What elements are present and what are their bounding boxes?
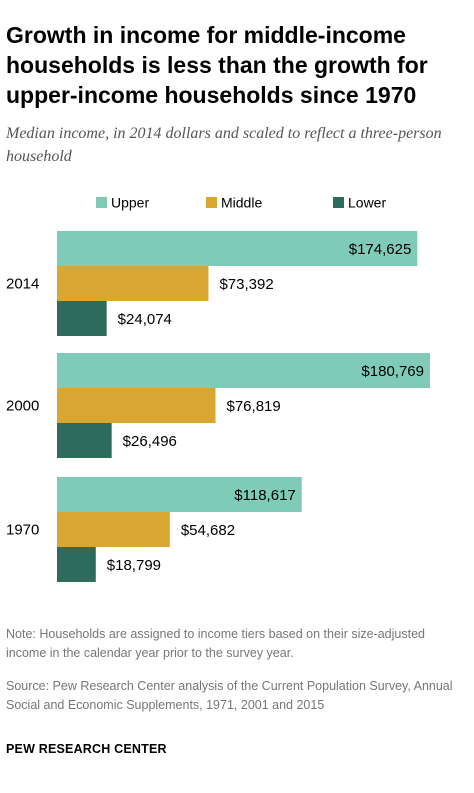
category-label-2000: 2000 bbox=[6, 398, 39, 415]
data-label-middle-2014: $73,392 bbox=[219, 276, 273, 293]
data-label-lower-2000: $26,496 bbox=[123, 433, 177, 450]
data-label-upper-2014: $174,625 bbox=[349, 241, 412, 258]
category-label-2014: 2014 bbox=[6, 276, 39, 293]
legend-swatch-middle bbox=[206, 197, 217, 208]
bar-lower-2014 bbox=[57, 301, 107, 336]
legend-label-lower: Lower bbox=[348, 195, 386, 211]
bar-lower-1970 bbox=[57, 547, 96, 582]
brand-label: PEW RESEARCH CENTER bbox=[6, 742, 167, 756]
bar-upper-2014 bbox=[57, 231, 418, 266]
bar-middle-1970 bbox=[57, 512, 170, 547]
legend-swatch-lower bbox=[333, 197, 344, 208]
data-label-lower-1970: $18,799 bbox=[107, 557, 161, 574]
bar-middle-2014 bbox=[57, 266, 209, 301]
data-label-lower-2014: $24,074 bbox=[118, 311, 172, 328]
data-label-middle-1970: $54,682 bbox=[181, 522, 235, 539]
bar-middle-2000 bbox=[57, 388, 216, 423]
bar-upper-2000 bbox=[57, 353, 430, 388]
category-label-1970: 1970 bbox=[6, 522, 39, 539]
bar-upper-1970 bbox=[57, 477, 302, 512]
chart-source: Source: Pew Research Center analysis of … bbox=[6, 679, 453, 712]
bar-lower-2000 bbox=[57, 423, 112, 458]
bar-chart: Upper Middle Lower 2014 $174,625 $73,392 $24,0… bbox=[6, 195, 430, 582]
data-label-middle-2000: $76,819 bbox=[227, 398, 281, 415]
chart-title: Growth in income for middle-income house… bbox=[6, 22, 428, 108]
chart-subtitle: Median income, in 2014 dollars and scale… bbox=[6, 125, 442, 165]
chart-note: Note: Households are assigned to income … bbox=[6, 627, 425, 660]
legend-label-upper: Upper bbox=[111, 195, 149, 211]
legend-swatch-upper bbox=[96, 197, 107, 208]
legend-label-middle: Middle bbox=[221, 195, 262, 211]
data-label-upper-1970: $118,617 bbox=[234, 487, 295, 504]
data-label-upper-2000: $180,769 bbox=[361, 363, 424, 380]
